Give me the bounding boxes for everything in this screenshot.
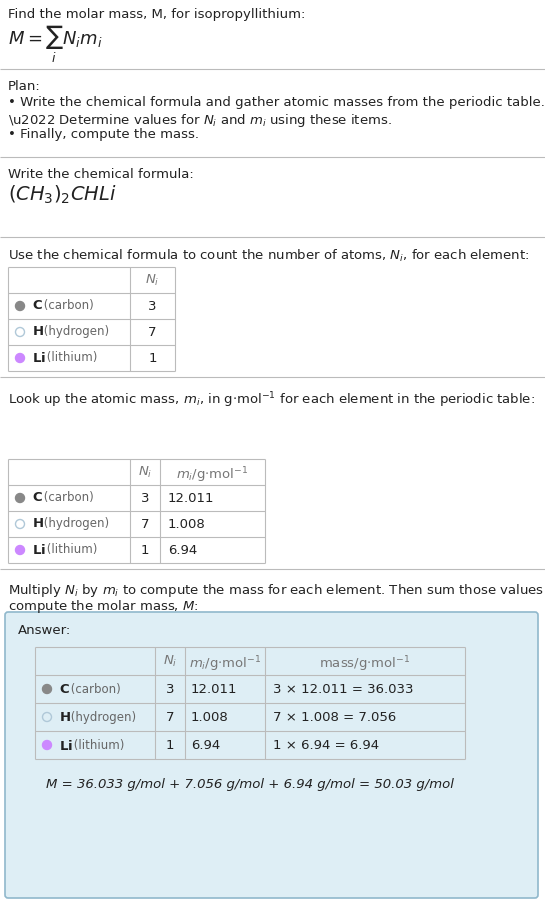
Text: $N_i$: $N_i$ bbox=[163, 653, 177, 668]
Text: 6.94: 6.94 bbox=[168, 544, 197, 556]
Text: $N_i$: $N_i$ bbox=[138, 464, 152, 479]
Text: $m_i$/g$\cdot$mol$^{-1}$: $m_i$/g$\cdot$mol$^{-1}$ bbox=[176, 464, 249, 484]
Text: M = 36.033 g/mol + 7.056 g/mol + 6.94 g/mol = 50.03 g/mol: M = 36.033 g/mol + 7.056 g/mol + 6.94 g/… bbox=[46, 777, 454, 790]
Text: $\mathbf{Li}$: $\mathbf{Li}$ bbox=[59, 738, 73, 752]
Text: (lithium): (lithium) bbox=[43, 543, 98, 555]
Circle shape bbox=[15, 303, 25, 312]
Text: 7 × 1.008 = 7.056: 7 × 1.008 = 7.056 bbox=[273, 711, 396, 723]
Text: (hydrogen): (hydrogen) bbox=[40, 325, 109, 338]
Text: $(CH_3)_2CHLi$: $(CH_3)_2CHLi$ bbox=[8, 184, 117, 206]
Text: 3: 3 bbox=[166, 683, 174, 695]
Text: Use the chemical formula to count the number of atoms, $N_i$, for each element:: Use the chemical formula to count the nu… bbox=[8, 247, 529, 264]
Text: 7: 7 bbox=[141, 517, 149, 530]
Text: • Finally, compute the mass.: • Finally, compute the mass. bbox=[8, 128, 199, 141]
Text: 3 × 12.011 = 36.033: 3 × 12.011 = 36.033 bbox=[273, 683, 414, 695]
Text: 6.94: 6.94 bbox=[191, 738, 220, 751]
Text: compute the molar mass, $M$:: compute the molar mass, $M$: bbox=[8, 598, 199, 614]
Text: \u2022 Determine values for $N_i$ and $m_i$ using these items.: \u2022 Determine values for $N_i$ and $m… bbox=[8, 112, 392, 129]
Text: 7: 7 bbox=[166, 711, 174, 723]
Text: 3: 3 bbox=[148, 300, 157, 312]
Text: mass/g$\cdot$mol$^{-1}$: mass/g$\cdot$mol$^{-1}$ bbox=[319, 653, 411, 673]
Text: 12.011: 12.011 bbox=[191, 683, 238, 695]
Text: (hydrogen): (hydrogen) bbox=[67, 711, 136, 723]
Text: 1: 1 bbox=[141, 544, 149, 556]
Text: (lithium): (lithium) bbox=[43, 350, 98, 364]
Text: 1: 1 bbox=[148, 351, 157, 365]
Text: $m_i$/g$\cdot$mol$^{-1}$: $m_i$/g$\cdot$mol$^{-1}$ bbox=[189, 653, 261, 673]
Text: Write the chemical formula:: Write the chemical formula: bbox=[8, 168, 194, 181]
Text: (hydrogen): (hydrogen) bbox=[40, 517, 109, 529]
FancyBboxPatch shape bbox=[5, 612, 538, 898]
Text: $\mathbf{H}$: $\mathbf{H}$ bbox=[59, 711, 71, 723]
Circle shape bbox=[43, 684, 51, 694]
Circle shape bbox=[43, 740, 51, 749]
Text: $\mathbf{Li}$: $\mathbf{Li}$ bbox=[32, 350, 46, 365]
Text: $N_i$: $N_i$ bbox=[146, 273, 160, 288]
Text: 12.011: 12.011 bbox=[168, 491, 215, 505]
Circle shape bbox=[15, 546, 25, 554]
Text: Plan:: Plan: bbox=[8, 79, 41, 93]
Text: (carbon): (carbon) bbox=[40, 490, 94, 504]
Text: (carbon): (carbon) bbox=[40, 299, 94, 312]
Text: $\mathbf{C}$: $\mathbf{C}$ bbox=[32, 490, 43, 504]
Circle shape bbox=[15, 354, 25, 363]
Text: 1.008: 1.008 bbox=[168, 517, 206, 530]
Text: $M = \sum_{i} N_i m_i$: $M = \sum_{i} N_i m_i$ bbox=[8, 24, 102, 65]
Circle shape bbox=[15, 494, 25, 503]
Text: Multiply $N_i$ by $m_i$ to compute the mass for each element. Then sum those val: Multiply $N_i$ by $m_i$ to compute the m… bbox=[8, 582, 545, 599]
Text: 1.008: 1.008 bbox=[191, 711, 229, 723]
Text: 7: 7 bbox=[148, 326, 157, 339]
Text: (carbon): (carbon) bbox=[67, 683, 121, 695]
Text: 1 × 6.94 = 6.94: 1 × 6.94 = 6.94 bbox=[273, 738, 379, 751]
Text: $\mathbf{C}$: $\mathbf{C}$ bbox=[32, 299, 43, 312]
Text: Find the molar mass, M, for isopropyllithium:: Find the molar mass, M, for isopropyllit… bbox=[8, 8, 305, 21]
Text: $\mathbf{C}$: $\mathbf{C}$ bbox=[59, 683, 70, 695]
Text: $\mathbf{H}$: $\mathbf{H}$ bbox=[32, 325, 44, 338]
Text: $\mathbf{H}$: $\mathbf{H}$ bbox=[32, 517, 44, 529]
Text: (lithium): (lithium) bbox=[70, 738, 124, 751]
Text: • Write the chemical formula and gather atomic masses from the periodic table.: • Write the chemical formula and gather … bbox=[8, 96, 545, 109]
Text: 1: 1 bbox=[166, 738, 174, 751]
Text: Answer:: Answer: bbox=[18, 623, 71, 637]
Text: Look up the atomic mass, $m_i$, in g$\cdot$mol$^{-1}$ for each element in the pe: Look up the atomic mass, $m_i$, in g$\cd… bbox=[8, 389, 535, 409]
Text: $\mathbf{Li}$: $\mathbf{Li}$ bbox=[32, 543, 46, 556]
Text: 3: 3 bbox=[141, 491, 149, 505]
